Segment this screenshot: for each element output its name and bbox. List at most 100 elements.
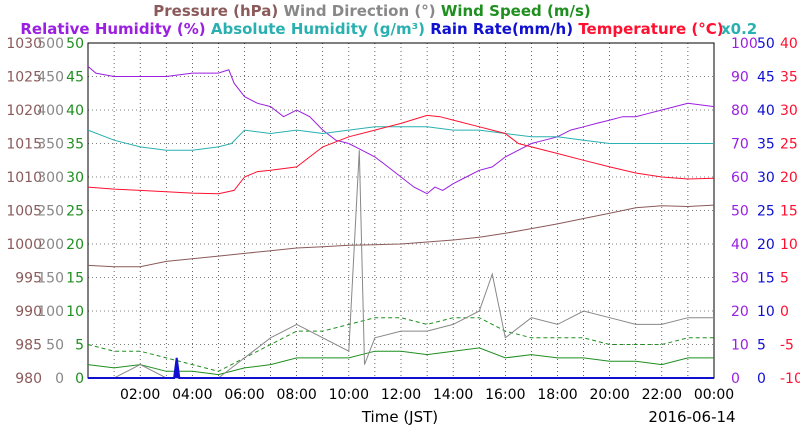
y-tick-label-temperature: 30: [780, 103, 798, 119]
x-axis-title: Time (JST): [361, 408, 438, 426]
x-tick-label: 08:00: [276, 387, 316, 403]
y-tick-label-rain: 20: [757, 237, 775, 253]
y-tick-label-temperature: -5: [780, 338, 794, 354]
y-tick-label-humidity: 90: [731, 70, 749, 86]
y-tick-label-wind-speed: 20: [66, 237, 84, 253]
y-tick-label-pressure: 990: [15, 304, 42, 320]
y-tick-label-wind-direction: 150: [37, 271, 64, 287]
y-tick-label-wind-speed: 40: [66, 103, 84, 119]
series-rain-rate: [88, 357, 714, 379]
y-tick-label-humidity: 80: [731, 103, 749, 119]
y-tick-label-wind-speed: 15: [66, 271, 84, 287]
y-tick-label-humidity: 70: [731, 137, 749, 153]
y-tick-label-wind-speed: 0: [75, 371, 84, 387]
series-lines: [87, 66, 715, 379]
y-tick-label-temperature: 0: [780, 304, 789, 320]
legend: Pressure (hPa) Wind Direction (°) Wind S…: [20, 2, 757, 38]
y-tick-label-rain: 40: [757, 103, 775, 119]
series-absolute-humidity: [87, 126, 714, 151]
y-tick-label-temperature: 35: [780, 70, 798, 86]
y-tick-label-humidity: 10: [731, 338, 749, 354]
y-tick-label-rain: 50: [757, 36, 775, 52]
date-label: 2016-06-14: [648, 408, 735, 426]
y-tick-label-rain: 35: [757, 137, 775, 153]
y-tick-label-wind-direction: 100: [37, 304, 64, 320]
series-wind-gust: [87, 317, 714, 372]
x-tick-label: 00:00: [694, 387, 734, 403]
y-tick-label-wind-speed: 50: [66, 36, 84, 52]
y-tick-label-humidity: 60: [731, 170, 749, 186]
y-tick-label-pressure: 1020: [6, 103, 42, 119]
y-tick-label-rain: 45: [757, 70, 775, 86]
legend-rain-factor: x0.2: [721, 20, 757, 38]
y-tick-label-wind-speed: 45: [66, 70, 84, 86]
y-tick-label-pressure: 1025: [6, 70, 42, 86]
y-tick-label-wind-direction: 400: [37, 103, 64, 119]
y-tick-label-wind-direction: 50: [46, 338, 64, 354]
y-tick-label-temperature: -10: [780, 371, 800, 387]
x-tick-label: 06:00: [224, 387, 264, 403]
y-tick-label-wind-direction: 0: [55, 371, 64, 387]
y-tick-label-wind-direction: 450: [37, 70, 64, 86]
y-tick-label-pressure: 1015: [6, 137, 42, 153]
legend-entry: Rain Rate(mm/h): [425, 20, 573, 38]
series-pressure: [87, 204, 715, 268]
legend-entry: Relative Humidity (%): [20, 20, 205, 38]
y-tick-label-rain: 30: [757, 170, 775, 186]
y-tick-label-rain: 25: [757, 204, 775, 220]
y-tick-label-humidity: 100: [731, 36, 758, 52]
y-tick-label-pressure: 1005: [6, 204, 42, 220]
legend-row-1: Pressure (hPa) Wind Direction (°) Wind S…: [153, 2, 591, 20]
y-tick-label-wind-direction: 200: [37, 237, 64, 253]
y-tick-label-pressure: 1030: [6, 36, 42, 52]
legend-row-2: Relative Humidity (%) Absolute Humidity …: [20, 20, 723, 38]
series-relative-humidity: [87, 66, 715, 195]
y-tick-label-wind-speed: 10: [66, 304, 84, 320]
x-tick-label: 16:00: [485, 387, 525, 403]
y-tick-label-rain: 0: [757, 371, 766, 387]
y-tick-label-humidity: 30: [731, 271, 749, 287]
y-tick-label-wind-speed: 30: [66, 170, 84, 186]
y-tick-label-humidity: 0: [731, 371, 740, 387]
legend-entry: Temperature (°C): [573, 20, 724, 38]
y-tick-label-pressure: 1000: [6, 237, 42, 253]
y-tick-label-rain: 5: [757, 338, 766, 354]
y-tick-label-temperature: 15: [780, 204, 798, 220]
x-tick-label: 22:00: [642, 387, 682, 403]
legend-entry: Pressure (hPa): [153, 2, 278, 20]
y-tick-label-wind-speed: 35: [66, 137, 84, 153]
y-tick-label-humidity: 40: [731, 237, 749, 253]
x-tick-label: 02:00: [120, 387, 160, 403]
legend-entry: Wind Speed (m/s): [436, 2, 591, 20]
y-tick-label-wind-direction: 300: [37, 170, 64, 186]
y-tick-label-humidity: 50: [731, 204, 749, 220]
y-tick-label-pressure: 985: [15, 338, 42, 354]
y-tick-label-humidity: 20: [731, 304, 749, 320]
series-wind-speed: [87, 347, 714, 376]
legend-entry: Wind Direction (°): [278, 2, 435, 20]
x-tick-label: 14:00: [433, 387, 473, 403]
y-tick-label-rain: 15: [757, 271, 775, 287]
y-tick-label-temperature: 5: [780, 271, 789, 287]
y-tick-label-pressure: 980: [15, 371, 42, 387]
x-tick-label: 18:00: [537, 387, 577, 403]
x-tick-label: 12:00: [381, 387, 421, 403]
y-tick-label-wind-direction: 350: [37, 137, 64, 153]
series-temperature: [87, 114, 715, 195]
y-tick-label-temperature: 20: [780, 170, 798, 186]
y-tick-label-temperature: 25: [780, 137, 798, 153]
y-tick-label-pressure: 995: [15, 271, 42, 287]
y-tick-label-temperature: 40: [780, 36, 798, 52]
y-tick-label-wind-direction: 500: [37, 36, 64, 52]
y-tick-label-rain: 10: [757, 304, 775, 320]
y-tick-label-wind-speed: 25: [66, 204, 84, 220]
y-tick-label-wind-speed: 5: [75, 338, 84, 354]
plot-grid: [87, 42, 715, 379]
x-tick-label: 20:00: [589, 387, 629, 403]
x-tick-label: 10:00: [329, 387, 369, 403]
y-tick-label-temperature: 10: [780, 237, 798, 253]
y-tick-label-pressure: 1010: [6, 170, 42, 186]
x-tick-label: 04:00: [172, 387, 212, 403]
legend-entry: Absolute Humidity (g/m³): [206, 20, 425, 38]
